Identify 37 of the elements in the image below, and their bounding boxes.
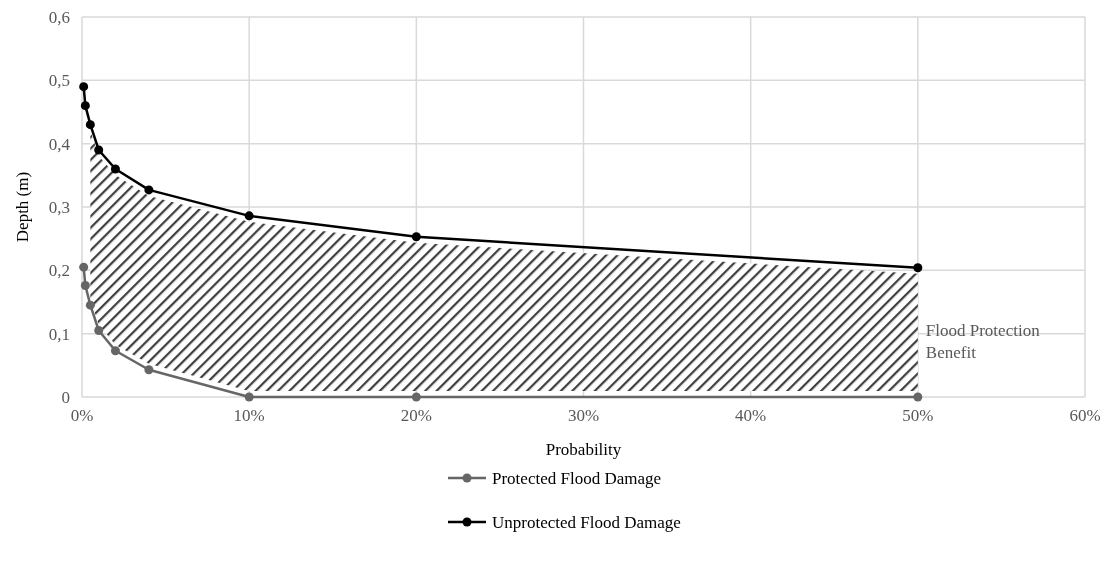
point bbox=[110, 164, 120, 174]
y-tick-label: 0,6 bbox=[48, 8, 70, 27]
y-tick-label: 0,1 bbox=[48, 324, 70, 344]
x-tick-label: 10% bbox=[233, 406, 265, 425]
point bbox=[913, 263, 923, 273]
x-axis-title: Probability bbox=[545, 440, 622, 459]
point bbox=[94, 145, 104, 155]
point bbox=[110, 346, 120, 356]
point bbox=[411, 392, 421, 402]
point bbox=[79, 262, 89, 272]
point bbox=[94, 326, 104, 335]
y-tick-label: 0,3 bbox=[48, 198, 70, 217]
y-tick-label: 0,5 bbox=[48, 71, 70, 91]
point bbox=[244, 211, 254, 221]
x-tick-label: 50% bbox=[902, 406, 934, 425]
point bbox=[411, 232, 421, 242]
x-tick-label: 30% bbox=[567, 406, 600, 425]
legend-label: Protected Flood Damage bbox=[492, 469, 662, 488]
point bbox=[80, 101, 90, 111]
point bbox=[80, 281, 90, 291]
point bbox=[144, 185, 154, 195]
point bbox=[144, 365, 154, 375]
point bbox=[913, 392, 923, 402]
point bbox=[85, 120, 95, 130]
legend-label: Unprotected Flood Damage bbox=[492, 513, 681, 532]
x-tick-label: 20% bbox=[400, 406, 432, 425]
point bbox=[79, 82, 89, 92]
x-tick-label: 0% bbox=[70, 406, 94, 425]
point bbox=[244, 392, 254, 402]
point bbox=[85, 300, 95, 310]
y-tick-label: 0 bbox=[61, 388, 70, 407]
annotation: Flood Protection Benefit bbox=[925, 321, 1041, 363]
y-axis-title: Depth (m) bbox=[13, 171, 32, 243]
x-tick-label: 40% bbox=[735, 406, 767, 425]
x-tick-label: 60% bbox=[1069, 406, 1101, 425]
y-tick-label: 0,2 bbox=[48, 261, 70, 281]
y-tick-label: 0,4 bbox=[48, 134, 71, 154]
